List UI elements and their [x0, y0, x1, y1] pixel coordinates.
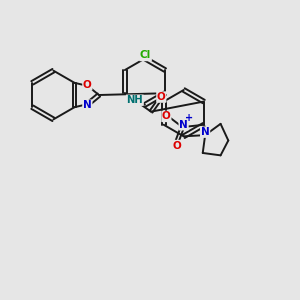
Text: O: O: [157, 92, 166, 102]
Text: O: O: [172, 140, 181, 151]
Text: NH: NH: [127, 95, 143, 105]
Text: O: O: [83, 80, 92, 90]
Text: N: N: [83, 100, 92, 110]
Text: N: N: [179, 120, 188, 130]
Text: Cl: Cl: [140, 50, 151, 61]
Text: N: N: [201, 127, 209, 137]
Text: +: +: [185, 113, 193, 123]
Text: O: O: [162, 111, 171, 122]
